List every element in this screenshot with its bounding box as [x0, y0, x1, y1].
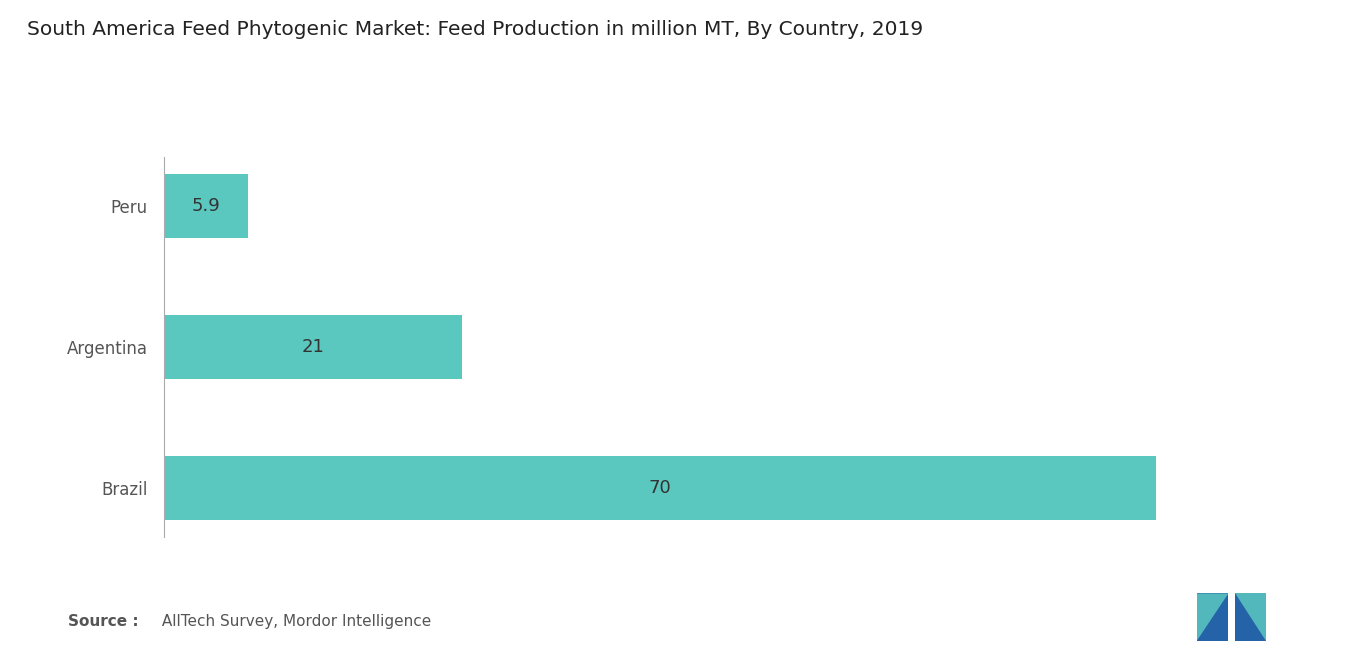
- Text: AllTech Survey, Mordor Intelligence: AllTech Survey, Mordor Intelligence: [157, 614, 432, 629]
- Polygon shape: [1235, 593, 1266, 641]
- Text: 21: 21: [302, 338, 324, 356]
- Text: 70: 70: [649, 479, 671, 497]
- Text: Source :: Source :: [68, 614, 139, 629]
- FancyBboxPatch shape: [1197, 593, 1228, 641]
- Text: 5.9: 5.9: [191, 197, 220, 215]
- Text: South America Feed Phytogenic Market: Feed Production in million MT, By Country,: South America Feed Phytogenic Market: Fe…: [27, 20, 923, 39]
- Polygon shape: [1197, 593, 1228, 641]
- Bar: [164, 174, 247, 238]
- FancyBboxPatch shape: [1235, 593, 1266, 641]
- Bar: [164, 457, 1156, 520]
- Bar: [164, 316, 462, 379]
